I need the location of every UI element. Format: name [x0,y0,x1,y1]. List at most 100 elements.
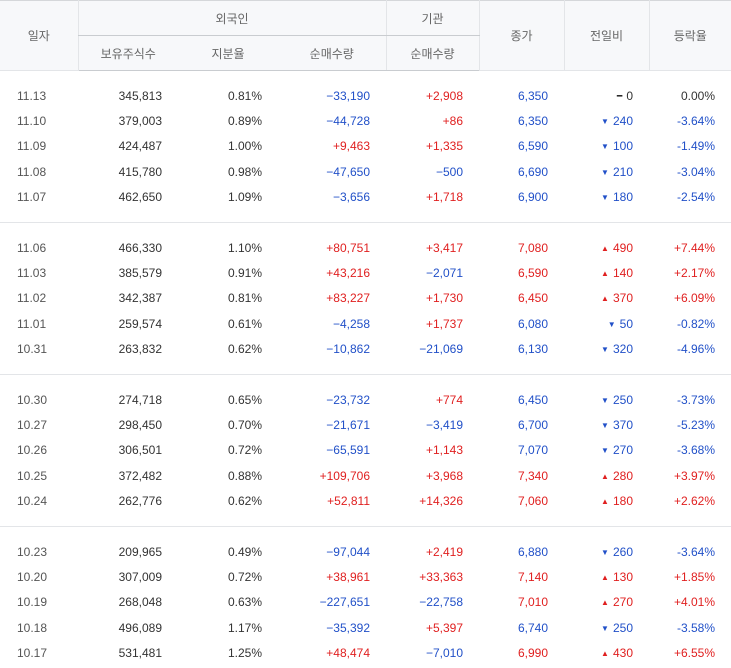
cell-close: 6,740 [517,620,548,635]
cell-ratio: 1.00% [227,139,262,154]
cell-ratio: 0.81% [227,291,262,306]
cell-net-foreign: +109,706 [319,468,370,483]
cell-holdings: 263,832 [118,342,162,357]
cell-date: 11.06 [17,240,47,255]
table-row: 10.20 307,009 0.72% +38,961 +33,363 7,140 ▲ 130… [0,564,731,589]
triangle-down-icon: ▼ [601,395,609,405]
triangle-up-icon: ▲ [601,598,609,608]
triangle-down-icon: ▼ [601,142,609,152]
cell-ratio: 1.25% [227,646,262,661]
cell-ratio: 0.91% [227,266,262,281]
cell-holdings: 306,501 [118,443,162,458]
table-row: 11.10 379,003 0.89% −44,728 +86 6,350 ▼ 240 -3.6… [0,108,731,133]
cell-date: 10.17 [17,646,48,661]
cell-rate: +2.17% [673,266,715,281]
cell-net-foreign: −65,591 [326,443,370,458]
cell-holdings: 462,650 [118,190,162,205]
cell-close: 6,590 [517,266,548,281]
change-value: 430 [612,646,633,661]
cell-close: 6,130 [517,342,548,357]
cell-rate: 0.00% [680,88,715,103]
cell-change: ▲ 430 [564,640,649,665]
table-row: 11.13 345,813 0.81% −33,190 +2,908 6,350 ━ 0 0.0… [0,83,731,108]
cell-net-foreign: +83,227 [326,291,370,306]
cell-rate: +2.62% [673,494,715,509]
cell-ratio: 0.62% [227,494,262,509]
cell-date: 10.20 [17,569,48,584]
cell-date: 10.23 [17,544,48,559]
cell-change: ▼ 50 [564,311,649,336]
cell-rate: -3.73% [676,392,715,407]
cell-rate: -5.23% [676,417,715,432]
cell-net-foreign: −44,728 [326,114,370,129]
cell-close: 7,010 [517,595,548,610]
cell-change: ▼ 240 [564,108,649,133]
cell-rate: -2.54% [676,190,715,205]
cell-date: 11.07 [17,190,47,205]
cell-close: 7,060 [517,494,548,509]
cell-change: ▲ 130 [564,564,649,589]
cell-change: ▲ 490 [564,235,649,260]
cell-net-institution: −22,758 [419,595,463,610]
cell-date: 11.02 [17,291,47,306]
triangle-up-icon: ▲ [601,269,609,279]
cell-net-foreign: +52,811 [327,494,370,509]
triangle-up-icon: ▲ [601,649,609,659]
header-holdings: 보유주식수 [77,35,178,71]
cell-date: 11.01 [17,316,47,331]
cell-net-institution: +3,968 [425,468,463,483]
cell-net-institution: +14,326 [419,494,463,509]
table-row: 10.31 263,832 0.62% −10,862 −21,069 6,130 ▼ 320… [0,337,731,362]
cell-close: 6,900 [517,190,548,205]
cell-holdings: 385,579 [118,266,162,281]
cell-change: ▼ 320 [564,337,649,362]
group-divider [0,361,731,375]
cell-net-foreign: +48,474 [326,646,370,661]
cell-net-foreign: +80,751 [326,240,370,255]
cell-change: ▼ 270 [564,438,649,463]
cell-holdings: 298,450 [118,417,162,432]
cell-holdings: 531,481 [118,646,162,661]
cell-holdings: 415,780 [118,164,162,179]
header-change: 전일비 [563,0,649,71]
change-value: 130 [612,569,633,584]
cell-rate: -3.64% [676,114,715,129]
cell-rate: +4.01% [673,595,715,610]
cell-net-institution: +1,143 [425,443,463,458]
cell-date: 10.27 [17,417,48,432]
cell-holdings: 372,482 [118,468,162,483]
cell-date: 10.30 [17,392,48,407]
triangle-up-icon: ▲ [601,572,609,582]
cell-date: 11.08 [17,164,47,179]
change-value: 180 [612,494,633,509]
cell-ratio: 0.81% [227,88,262,103]
cell-net-institution: +1,335 [425,139,463,154]
table-row: 10.30 274,718 0.65% −23,732 +774 6,450 ▼ 250 -3.… [0,387,731,412]
cell-holdings: 274,718 [118,392,162,407]
cell-close: 6,350 [517,114,548,129]
change-value: 240 [612,114,633,129]
cell-close: 6,350 [517,88,548,103]
cell-close: 7,070 [517,443,548,458]
table-row: 11.07 462,650 1.09% −3,656 +1,718 6,900 ▼ 180 -2… [0,185,731,210]
header-close: 종가 [478,0,564,71]
cell-ratio: 0.72% [227,443,262,458]
change-value: 370 [612,417,633,432]
change-value: 260 [612,544,633,559]
cell-net-institution: −7,010 [425,646,463,661]
change-value: 490 [612,240,633,255]
group-spacer [0,222,731,235]
cell-net-foreign: −33,190 [326,88,370,103]
cell-net-foreign: −21,671 [326,417,370,432]
cell-holdings: 262,776 [118,494,162,509]
cell-net-foreign: −4,258 [332,316,370,331]
table-row: 10.24 262,776 0.62% +52,811 +14,326 7,060 ▲ 180… [0,488,731,513]
cell-ratio: 0.88% [227,468,262,483]
cell-change: ▼ 250 [564,387,649,412]
cell-change: ▲ 280 [564,463,649,488]
cell-rate: -1.49% [676,139,715,154]
cell-ratio: 0.70% [227,417,262,432]
cell-close: 7,080 [517,240,548,255]
